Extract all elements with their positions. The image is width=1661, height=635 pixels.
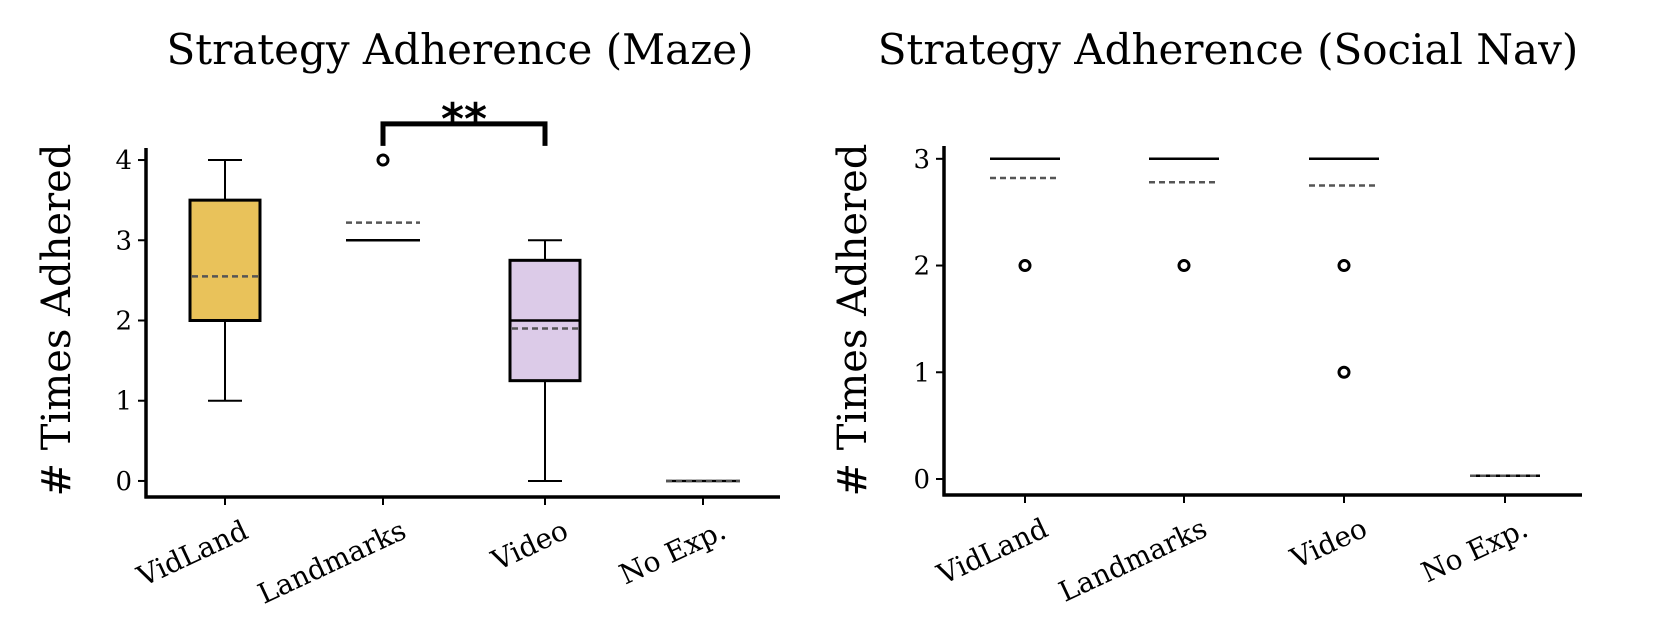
social-nav-y-tick-label: 0 [913, 465, 930, 495]
maze-title: Strategy Adherence (Maze) [166, 25, 753, 74]
maze-y-tick-label: 3 [115, 226, 132, 256]
maze-ylabel: # Times Adhered [34, 144, 80, 497]
social-nav-y-tick-label: 1 [913, 358, 930, 388]
maze-category-label: VidLand [131, 513, 253, 593]
social-nav-outlier-point [1177, 259, 1191, 273]
maze-category-label: Video [486, 513, 573, 577]
maze-category-label: No Exp. [614, 513, 731, 591]
maze-significance-bracket [380, 121, 548, 146]
maze-panel: Strategy Adherence (Maze) # Times Adhere… [34, 25, 780, 611]
maze-category-label: Landmarks [253, 513, 411, 610]
social-nav-category-label: Landmarks [1054, 511, 1212, 608]
maze-y-tick-label: 1 [115, 387, 132, 417]
social-nav-panel: Strategy Adherence (Social Nav) # Times … [830, 25, 1582, 609]
maze-y-tick-label: 2 [115, 306, 132, 336]
social-nav-category-label: No Exp. [1416, 511, 1533, 589]
social-nav-outlier-point [1337, 365, 1351, 379]
social-nav-category-label: VidLand [931, 511, 1053, 591]
social-nav-y-tick-label: 3 [913, 145, 930, 175]
social-nav-category-label: Video [1285, 511, 1372, 575]
social-nav-outlier-point [1337, 259, 1351, 273]
social-nav-ylabel: # Times Adhered [830, 144, 876, 497]
maze-y-tick-label: 0 [115, 467, 132, 497]
social-nav-title: Strategy Adherence (Social Nav) [878, 25, 1578, 74]
social-nav-y-tick-label: 2 [913, 252, 930, 282]
maze-significance-label: ** [441, 94, 487, 145]
maze-box [188, 198, 262, 322]
maze-outlier-point [376, 153, 390, 167]
maze-y-tick-label: 4 [115, 146, 132, 176]
social-nav-outlier-point [1018, 259, 1032, 273]
